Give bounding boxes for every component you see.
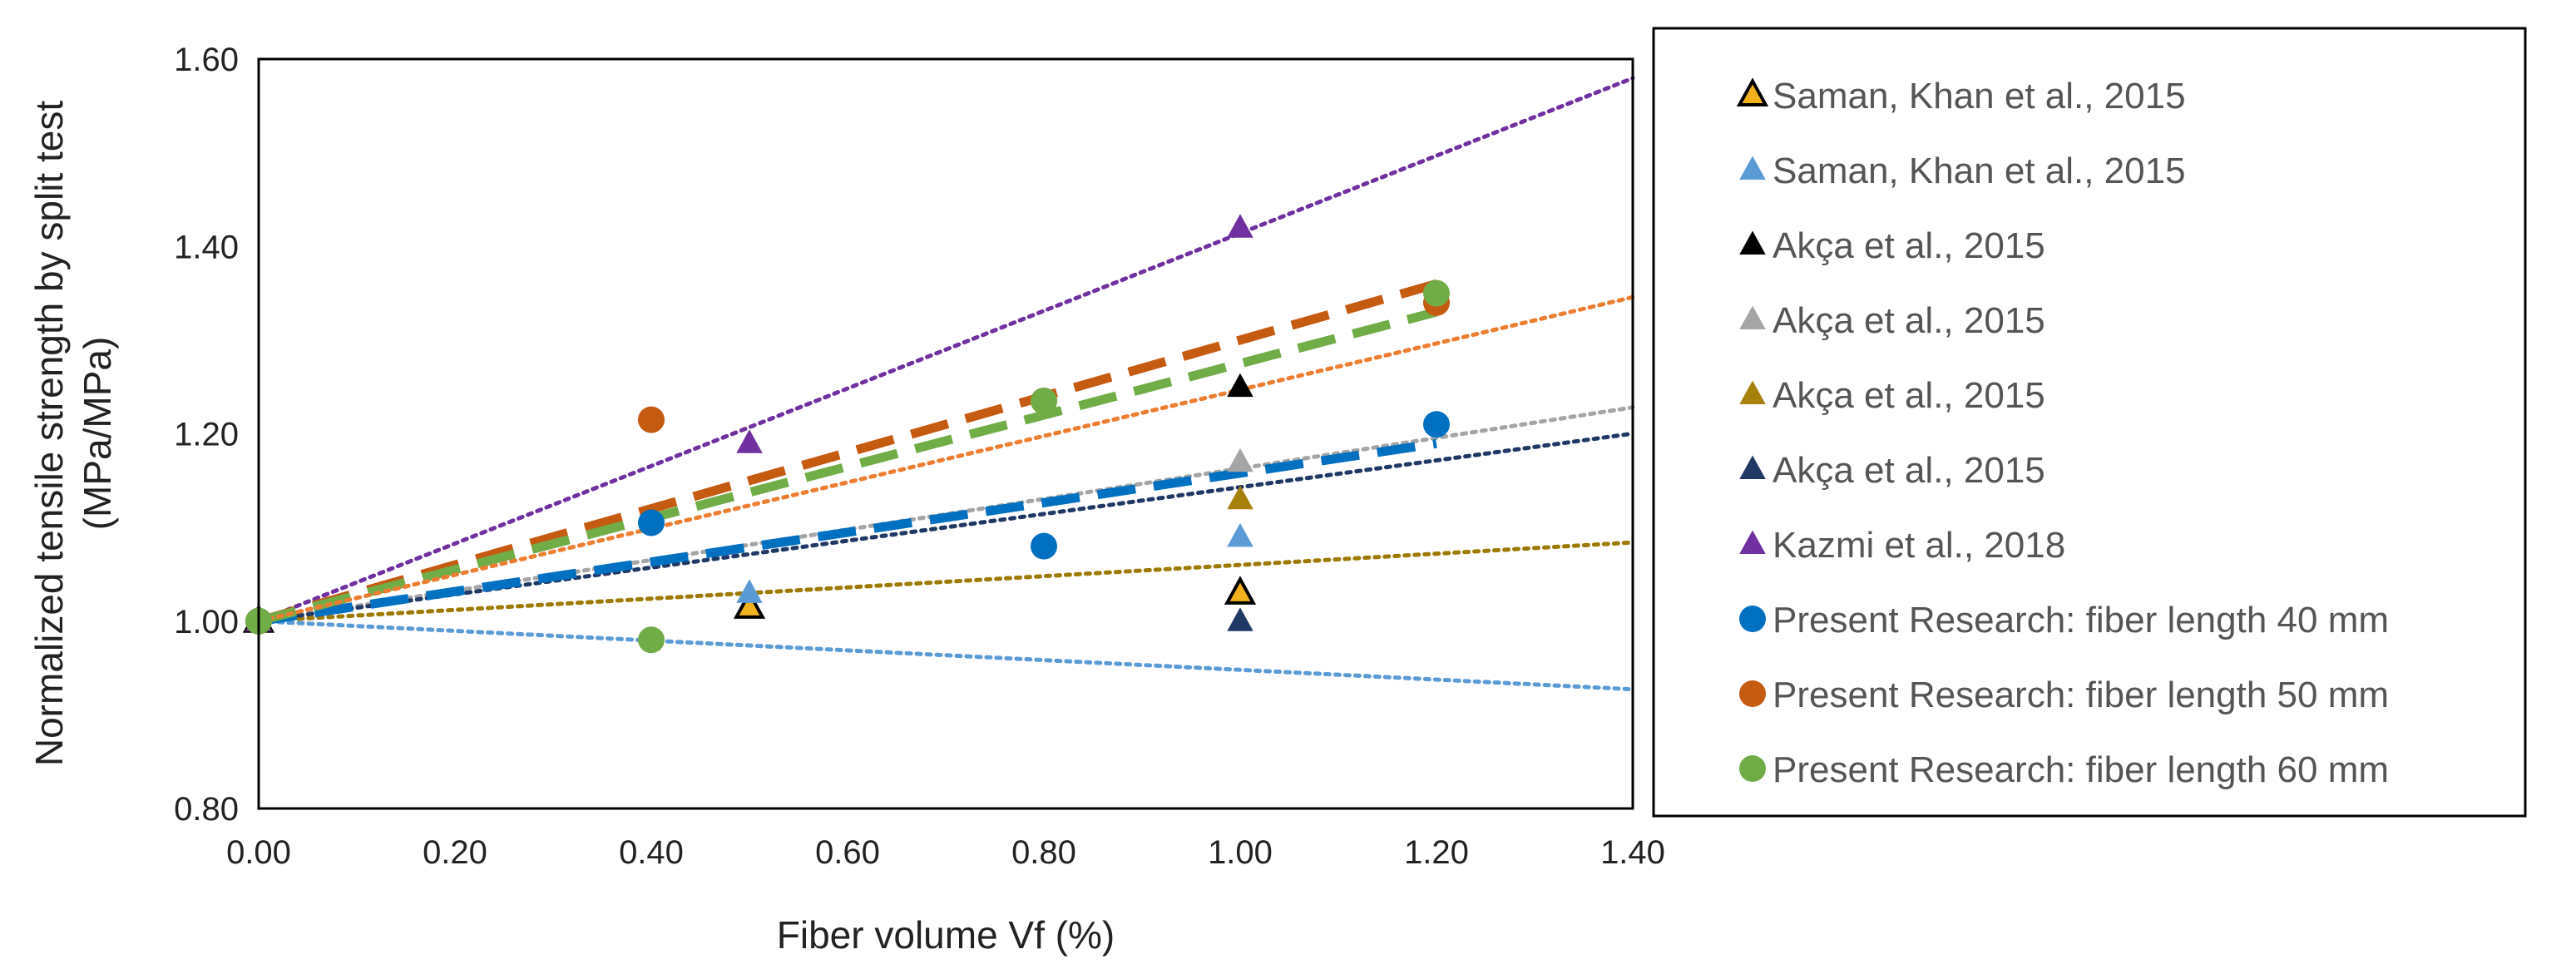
data-point-circle <box>1031 388 1057 415</box>
x-tick-label: 1.00 <box>1208 834 1273 871</box>
y-tick-labels: 0.80 1.00 1.20 1.40 1.60 <box>174 42 239 828</box>
legend-label: Present Research: fiber length 40 mm <box>1773 600 2389 640</box>
legend-label: Kazmi et al., 2018 <box>1773 525 2065 566</box>
dashed-trendline <box>257 307 1438 626</box>
y-tick-label: 1.00 <box>174 604 239 640</box>
y-tick-label: 1.20 <box>174 417 239 453</box>
trendline-layer <box>256 76 1635 692</box>
legend-marker-triangle <box>1739 156 1766 180</box>
legend-item: Saman, Khan et al., 2015 <box>1736 76 2186 116</box>
legend-item: Present Research: fiber length 40 mm <box>1739 600 2389 640</box>
marker-layer <box>242 214 1450 654</box>
legend-item: Present Research: fiber length 60 mm <box>1739 749 2389 790</box>
y-axis-title-line-1: Normalized tensile strength by split tes… <box>27 101 71 766</box>
legend-marker-circle <box>1739 606 1766 632</box>
legend-label: Akça et al., 2015 <box>1773 300 2045 341</box>
x-tick-label: 0.40 <box>619 834 684 871</box>
series-markers <box>245 411 1450 635</box>
y-tick-label: 1.40 <box>174 229 239 265</box>
legend-marker-triangle <box>1739 380 1766 404</box>
data-point-circle <box>1423 411 1450 438</box>
y-axis-title-line-2: (MPa/MPa) <box>76 337 119 531</box>
y-axis-title: Normalized tensile strength by split tes… <box>27 101 119 766</box>
plot-area-frame <box>257 57 1634 810</box>
data-point-triangle <box>1227 522 1253 547</box>
legend-item: Akça et al., 2015 <box>1739 300 2045 341</box>
legend-item: Akça et al., 2015 <box>1739 375 2045 416</box>
legend-label: Saman, Khan et al., 2015 <box>1773 76 2186 116</box>
legend-label: Akça et al., 2015 <box>1773 450 2045 491</box>
data-point-circle <box>638 509 665 536</box>
x-axis-title: Fiber volume Vf (%) <box>777 913 1115 957</box>
legend-item: Akça et al., 2015 <box>1739 450 2045 491</box>
data-point-triangle <box>1227 485 1253 510</box>
data-point-triangle <box>1227 447 1253 472</box>
data-point-circle <box>1031 532 1057 560</box>
legend-marker-triangle <box>1736 77 1769 106</box>
dashed-trendline <box>258 438 1437 626</box>
legend: Saman, Khan et al., 2015 Saman, Khan et a… <box>1736 76 2389 790</box>
legend-item: Akça et al., 2015 <box>1739 225 2045 266</box>
series-markers <box>245 279 1450 654</box>
legend-marker-triangle <box>1739 305 1766 329</box>
dotted-trendline <box>256 619 1635 692</box>
data-point-circle <box>1423 279 1450 307</box>
legend-marker-triangle <box>1739 230 1766 255</box>
data-point-triangle <box>736 429 763 453</box>
legend-marker-triangle <box>1739 455 1766 479</box>
x-tick-label: 1.20 <box>1404 834 1469 871</box>
data-point-triangle <box>1227 607 1253 631</box>
data-point-triangle <box>1227 214 1253 238</box>
x-tick-label: 0.80 <box>1011 834 1076 871</box>
dotted-trendline <box>256 76 1635 624</box>
x-tick-label: 0.60 <box>815 834 880 871</box>
legend-marker-triangle <box>1739 530 1766 554</box>
legend-label: Akça et al., 2015 <box>1773 225 2045 266</box>
data-point-triangle <box>1224 576 1257 605</box>
y-tick-label: 1.60 <box>174 42 239 78</box>
legend-item: Kazmi et al., 2018 <box>1739 525 2065 566</box>
legend-marker-circle <box>1739 680 1766 707</box>
legend-label: Present Research: fiber length 60 mm <box>1773 749 2389 790</box>
legend-label: Akça et al., 2015 <box>1773 375 2045 416</box>
x-tick-labels: 0.00 0.20 0.40 0.60 0.80 1.00 1.20 1.40 <box>226 834 1665 871</box>
data-point-triangle <box>733 590 766 619</box>
x-tick-label: 0.00 <box>226 834 291 871</box>
legend-item: Present Research: fiber length 50 mm <box>1739 675 2389 715</box>
legend-label: Saman, Khan et al., 2015 <box>1773 151 2186 191</box>
dotted-trendline <box>256 540 1635 624</box>
dotted-trendline <box>256 294 1635 624</box>
legend-marker-circle <box>1739 755 1766 782</box>
dotted-trendline <box>256 431 1635 624</box>
legend-box <box>1652 27 2527 818</box>
x-tick-label: 0.20 <box>423 834 487 871</box>
y-tick-label: 0.80 <box>174 791 239 828</box>
legend-item: Saman, Khan et al., 2015 <box>1739 151 2186 191</box>
data-point-triangle <box>1227 373 1253 398</box>
x-tick-label: 1.40 <box>1600 834 1665 871</box>
data-point-triangle <box>736 579 763 603</box>
data-point-circle <box>638 626 665 654</box>
legend-label: Present Research: fiber length 50 mm <box>1773 675 2389 715</box>
data-point-circle <box>638 406 665 433</box>
